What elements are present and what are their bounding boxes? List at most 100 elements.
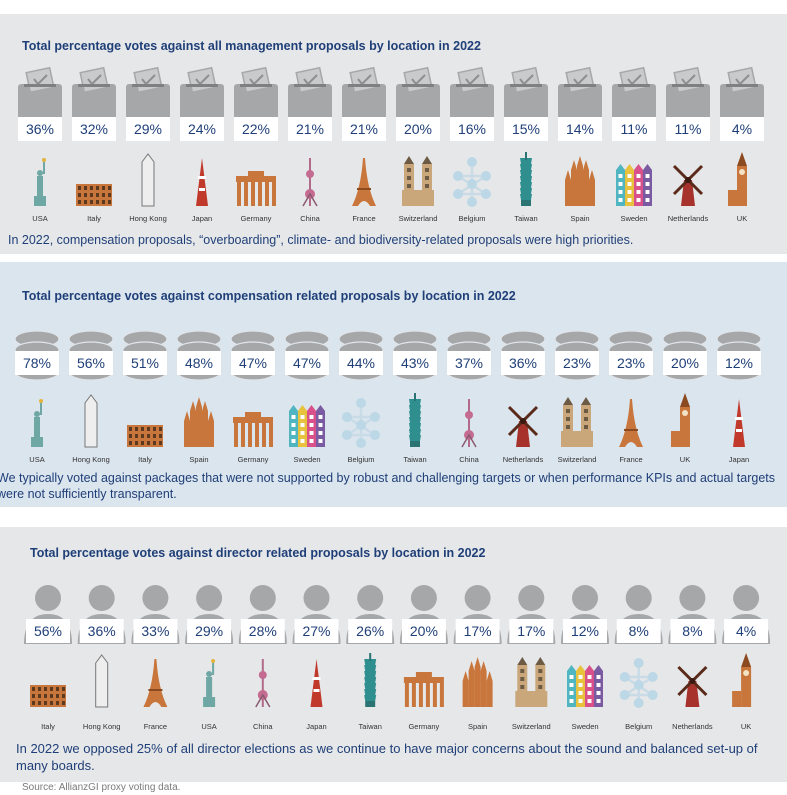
- value-label: 21%: [350, 121, 378, 137]
- taipei-101-icon: [409, 393, 421, 447]
- category-label: Germany: [408, 722, 439, 731]
- category-label: Hong Kong: [129, 214, 167, 223]
- value-box: [447, 351, 491, 375]
- pearl-tower-icon: [461, 399, 477, 448]
- value-box: [348, 619, 393, 643]
- grossmunster-icon: [515, 657, 548, 707]
- value-box: [504, 117, 548, 141]
- panel-title: Total percentage votes against all manag…: [22, 39, 481, 53]
- category-label: USA: [201, 722, 216, 731]
- chart-column: 23% Switzerland: [554, 330, 600, 464]
- category-label: Taiwan: [359, 722, 382, 731]
- chart-management: 36% USA 32% Italy 29% Hong Kong 24% Japan 22% Ger…: [18, 66, 764, 223]
- chart-column: 20% UK: [662, 330, 708, 464]
- value-box: [720, 117, 764, 141]
- statue-of-liberty-icon: [34, 158, 46, 206]
- value-box: [126, 117, 170, 141]
- category-label: Belgium: [458, 214, 485, 223]
- value-box: [609, 351, 653, 375]
- grossmunster-icon: [402, 156, 434, 206]
- value-label: 14%: [566, 121, 594, 137]
- value-box: [666, 117, 710, 141]
- panel-note: In 2022, compensation proposals, “overbo…: [8, 233, 634, 247]
- pearl-tower-icon: [255, 659, 271, 708]
- value-label: 44%: [347, 355, 375, 371]
- value-box: [342, 117, 386, 141]
- chart-column: 15% Taiwan: [504, 66, 548, 223]
- category-label: Spain: [570, 214, 589, 223]
- taipei-101-icon: [520, 152, 532, 206]
- chart-column: 16% Belgium: [450, 66, 494, 223]
- value-label: 22%: [242, 121, 270, 137]
- value-label: 8%: [629, 623, 649, 639]
- value-box: [724, 619, 769, 643]
- chart-column: 37% China: [446, 330, 492, 464]
- eiffel-tower-icon: [619, 399, 643, 447]
- value-label: 17%: [464, 623, 492, 639]
- value-label: 43%: [401, 355, 429, 371]
- panel-note: In 2022 we opposed 25% of all director e…: [16, 741, 758, 773]
- value-box: [339, 351, 383, 375]
- category-label: Germany: [241, 214, 272, 223]
- value-box: [26, 619, 70, 643]
- value-box: [133, 619, 178, 643]
- value-label: 48%: [185, 355, 213, 371]
- value-label: 20%: [410, 623, 438, 639]
- category-label: Belgium: [625, 722, 652, 731]
- value-label: 29%: [134, 121, 162, 137]
- windmill-icon: [677, 665, 708, 707]
- skyscraper-icon: [95, 654, 109, 708]
- category-label: Taiwan: [514, 214, 537, 223]
- value-label: 28%: [249, 623, 277, 639]
- colosseum-icon: [127, 425, 163, 447]
- chart-director: 56% Italy 36% Hong Kong 33% France 29% USA 28% Ch…: [24, 585, 771, 731]
- value-box: [123, 351, 167, 375]
- brandenburg-gate-icon: [233, 412, 273, 447]
- category-label: Japan: [306, 722, 326, 731]
- category-label: France: [352, 214, 375, 223]
- value-box: [558, 117, 602, 141]
- colorful-houses-icon: [289, 405, 325, 447]
- panel-director: Total percentage votes against director …: [0, 527, 787, 782]
- category-label: Germany: [238, 455, 269, 464]
- value-label: 47%: [293, 355, 321, 371]
- value-label: 11%: [675, 121, 702, 137]
- skyscraper-icon: [141, 153, 155, 207]
- sagrada-familia-icon: [184, 397, 214, 447]
- chart-column: 26% Taiwan: [346, 585, 395, 731]
- atomium-icon: [453, 157, 491, 207]
- chart-column: 8% Belgium: [614, 585, 663, 731]
- chart-column: 21% France: [342, 66, 386, 223]
- value-box: [288, 117, 332, 141]
- atomium-icon: [342, 398, 380, 448]
- value-label: 15%: [512, 121, 540, 137]
- value-label: 56%: [34, 623, 62, 639]
- chart-column: 47% Germany: [230, 330, 276, 464]
- category-label: Sweden: [620, 214, 647, 223]
- value-label: 32%: [80, 121, 108, 137]
- chart-column: 20% Germany: [399, 585, 448, 731]
- category-label: Japan: [729, 455, 749, 464]
- category-label: China: [459, 455, 479, 464]
- chart-column: 29% Hong Kong: [126, 66, 170, 223]
- value-box: [555, 351, 599, 375]
- chart-column: 32% Italy: [72, 66, 116, 223]
- value-box: [79, 619, 124, 643]
- value-label: 36%: [509, 355, 537, 371]
- chart-column: 48% Spain: [176, 330, 222, 464]
- chart-column: 12% Sweden: [561, 585, 609, 731]
- chart-column: 22% Germany: [234, 66, 278, 223]
- atomium-icon: [619, 658, 658, 708]
- value-label: 12%: [571, 623, 599, 639]
- category-label: UK: [680, 455, 690, 464]
- chart-column: 36% USA: [18, 66, 62, 223]
- value-label: 20%: [671, 355, 699, 371]
- value-label: 11%: [621, 121, 648, 137]
- value-box: [393, 351, 437, 375]
- value-label: 56%: [77, 355, 105, 371]
- value-box: [72, 117, 116, 141]
- value-box: [177, 351, 221, 375]
- value-label: 51%: [131, 355, 159, 371]
- value-box: [450, 117, 494, 141]
- value-label: 27%: [302, 623, 330, 639]
